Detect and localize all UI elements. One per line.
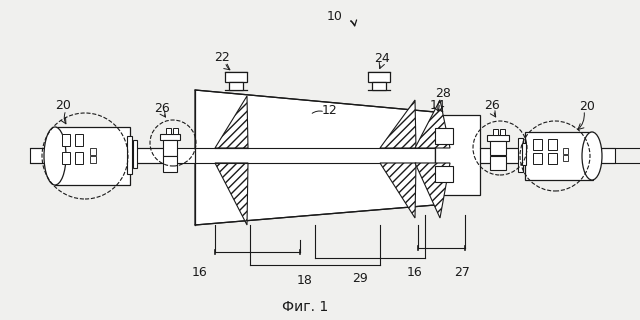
Bar — [372, 82, 386, 90]
Bar — [75, 152, 83, 164]
Text: 10: 10 — [327, 10, 343, 22]
Bar — [487, 135, 509, 141]
Bar — [548, 153, 557, 164]
Polygon shape — [215, 163, 248, 225]
Text: 18: 18 — [297, 274, 313, 286]
Polygon shape — [415, 100, 450, 148]
Text: 27: 27 — [454, 266, 470, 278]
Bar — [173, 128, 178, 134]
Text: 14: 14 — [430, 99, 446, 111]
Ellipse shape — [582, 132, 602, 180]
Text: 24: 24 — [374, 52, 390, 65]
Text: 26: 26 — [484, 99, 500, 111]
Bar — [533, 153, 542, 164]
Text: 22: 22 — [214, 51, 230, 63]
Bar — [62, 152, 70, 164]
Bar — [368, 72, 390, 82]
Bar — [563, 148, 568, 154]
Bar — [127, 136, 132, 174]
Polygon shape — [415, 163, 450, 218]
Bar — [90, 156, 96, 163]
Bar — [500, 129, 505, 135]
Text: Фиг. 1: Фиг. 1 — [282, 300, 328, 314]
Bar — [225, 72, 247, 82]
Polygon shape — [380, 163, 416, 218]
Bar — [435, 115, 480, 195]
Bar — [435, 128, 453, 144]
Bar — [163, 156, 177, 172]
Bar — [166, 128, 171, 134]
Bar — [548, 139, 557, 150]
Text: 29: 29 — [352, 271, 368, 284]
Bar — [75, 134, 83, 146]
Bar — [563, 155, 568, 161]
Bar — [522, 143, 526, 165]
Bar — [493, 129, 498, 135]
Bar — [525, 132, 593, 180]
Bar — [163, 140, 177, 156]
Bar — [229, 82, 243, 90]
Text: 20: 20 — [579, 100, 595, 113]
Text: 28: 28 — [435, 86, 451, 100]
Polygon shape — [215, 96, 248, 148]
Bar — [62, 134, 70, 146]
Bar — [533, 139, 542, 150]
Ellipse shape — [44, 127, 66, 185]
Bar — [435, 166, 453, 182]
Polygon shape — [195, 90, 435, 225]
Text: 20: 20 — [55, 99, 71, 111]
Text: 16: 16 — [407, 266, 423, 278]
Polygon shape — [380, 100, 416, 148]
Text: 16: 16 — [192, 266, 208, 278]
Bar — [490, 141, 506, 155]
Bar — [133, 140, 137, 168]
Bar — [518, 138, 523, 172]
Bar — [30, 148, 615, 163]
Bar — [90, 148, 96, 155]
Bar — [160, 134, 180, 140]
Bar — [490, 156, 506, 170]
Text: 12: 12 — [322, 103, 338, 116]
Text: 26: 26 — [154, 101, 170, 115]
Bar — [55, 127, 130, 185]
